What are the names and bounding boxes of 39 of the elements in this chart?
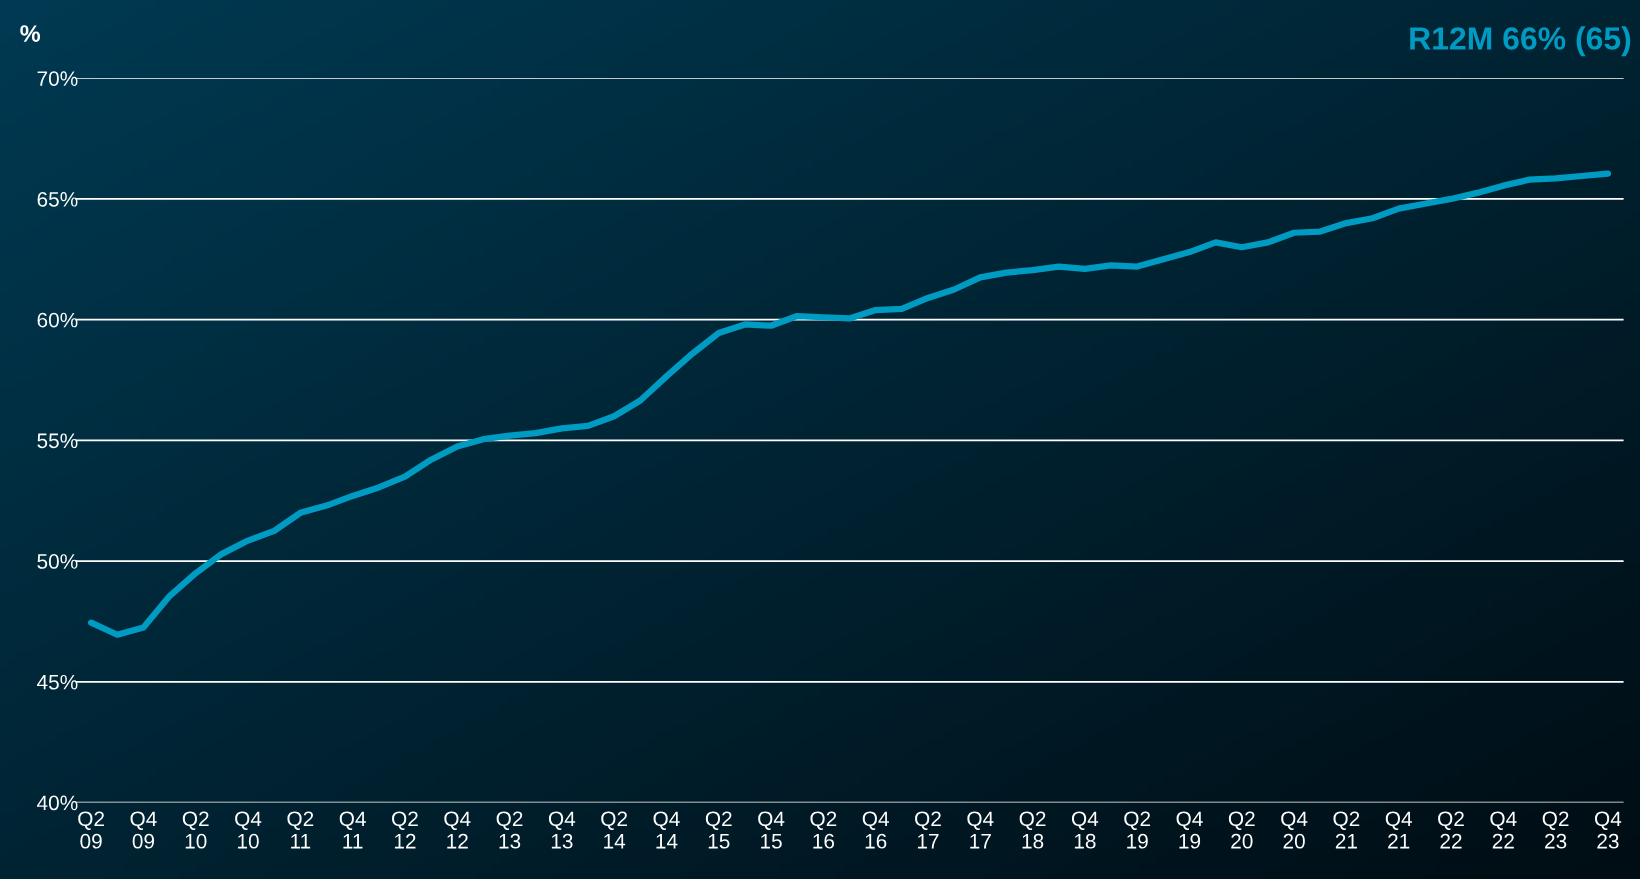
x-tick-label: Q2 11 [287, 811, 314, 849]
y-tick-label: 55% [37, 433, 78, 449]
x-tick-label: Q2 14 [601, 811, 628, 849]
x-tick-label: Q4 15 [758, 811, 785, 849]
x-tick-label: Q2 13 [496, 811, 523, 849]
x-tick-label: Q4 19 [1176, 811, 1203, 849]
y-tick-label: 50% [37, 554, 78, 569]
x-tick-label: Q4 18 [1071, 811, 1099, 849]
x-tick-label: Q4 16 [862, 811, 889, 849]
x-tick-label: Q2 20 [1228, 811, 1255, 849]
x-tick-label: Q4 20 [1281, 811, 1308, 849]
x-tick-label: Q4 22 [1490, 811, 1517, 849]
x-tick-label: Q2 12 [392, 811, 418, 849]
y-tick-label: 45% [37, 674, 78, 690]
x-tick-label: Q2 15 [705, 811, 732, 849]
x-tick-label: Q2 19 [1124, 811, 1151, 849]
x-tick-label: Q4 17 [967, 811, 994, 849]
y-axis-title: % [20, 25, 41, 42]
x-tick-label: Q2 18 [1019, 811, 1046, 849]
x-tick-label: Q4 10 [235, 811, 262, 849]
y-tick-label: 70% [37, 71, 78, 86]
x-tick-label: Q4 23 [1595, 811, 1622, 849]
text: R12M 66% (65) [1410, 26, 1631, 57]
x-tick-label: Q2 21 [1333, 811, 1360, 849]
x-tick-label: Q2 10 [182, 811, 209, 849]
x-tick-label: Q4 11 [339, 811, 366, 849]
x-tick-label: Q2 23 [1542, 811, 1569, 849]
x-tick-label: Q4 14 [653, 811, 680, 849]
x-tick-label: Q2 16 [810, 811, 837, 849]
x-tick-label: Q4 09 [130, 811, 157, 849]
x-tick-label: Q2 22 [1438, 811, 1464, 849]
y-tick-label: 40% [37, 795, 78, 811]
x-tick-label: Q2 17 [915, 811, 941, 849]
x-tick-label: Q4 12 [444, 811, 471, 849]
x-tick-label: Q4 21 [1385, 811, 1412, 849]
x-tick-label: Q4 13 [548, 811, 576, 849]
x-tick-label: Q2 09 [78, 811, 104, 849]
y-tick-label: 65% [37, 191, 78, 207]
y-tick-label: 60% [37, 312, 78, 328]
